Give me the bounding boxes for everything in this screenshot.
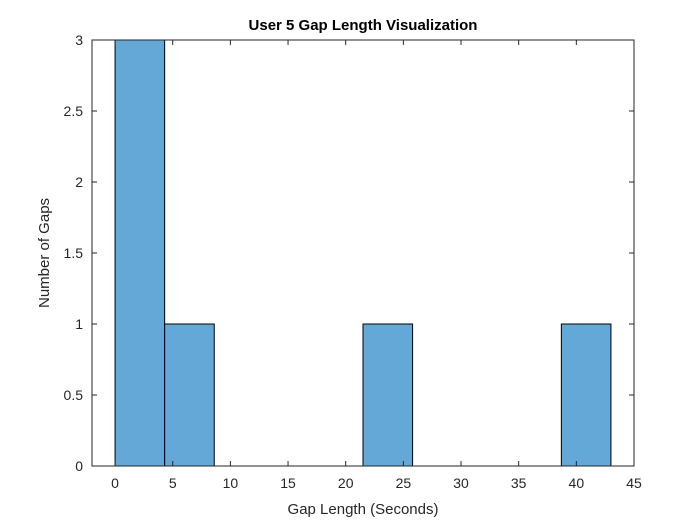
x-tick-label: 10 (223, 475, 239, 491)
x-tick-label: 5 (169, 475, 177, 491)
y-tick-label: 2.5 (64, 103, 84, 119)
y-tick-label: 3 (75, 32, 83, 48)
y-tick-label: 1 (75, 316, 83, 332)
y-tick-label: 0.5 (64, 387, 84, 403)
x-tick-label: 45 (626, 475, 642, 491)
histogram-bar (164, 323, 215, 467)
x-tick-label: 35 (511, 475, 527, 491)
y-tick-label: 0 (75, 458, 83, 474)
x-tick-label: 0 (111, 475, 119, 491)
y-tick-label: 2 (75, 174, 83, 190)
x-tick-label: 20 (338, 475, 354, 491)
histogram-bar (560, 323, 612, 467)
axes-box (91, 39, 635, 467)
x-tick-label: 25 (396, 475, 412, 491)
ticks-group: 0 5 10 15 20 25 30 35 40 45 0 0.5 1 1.5 2 2.5 3 (64, 32, 642, 491)
chart-title: User 5 Gap Length Visualization (249, 17, 478, 34)
bars-group (114, 39, 612, 467)
histogram-bar (362, 323, 414, 467)
y-tick-label: 1.5 (64, 245, 84, 261)
x-tick-label: 15 (280, 475, 296, 491)
x-axis-label: Gap Length (Seconds) (288, 501, 439, 518)
y-axis-label: Number of Gaps (36, 198, 53, 308)
x-tick-label: 30 (453, 475, 469, 491)
histogram-bar (114, 39, 166, 467)
x-tick-label: 40 (569, 475, 585, 491)
